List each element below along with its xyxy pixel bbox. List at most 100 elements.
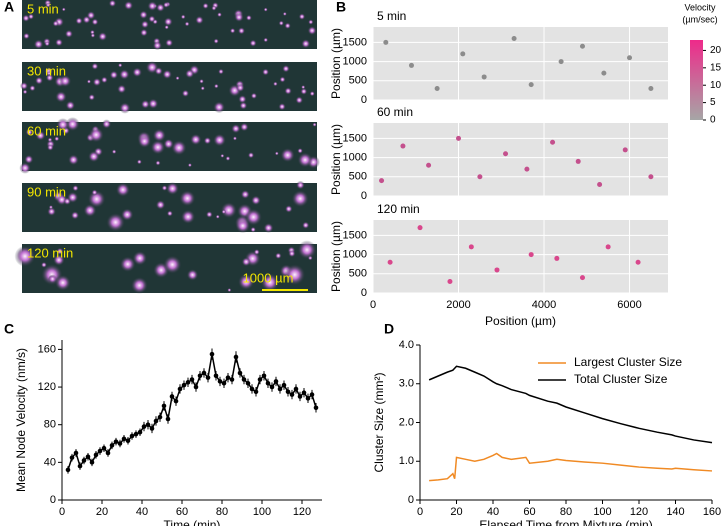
point: [289, 392, 295, 397]
cluster-blob: [203, 136, 212, 145]
point: [269, 384, 275, 390]
point: [528, 82, 534, 88]
y-axis-label: Position (µm): [329, 221, 343, 292]
cluster-blob: [296, 180, 305, 190]
y-tick-label: 1000: [343, 55, 367, 67]
point: [601, 70, 607, 76]
point: [81, 458, 87, 463]
y-tick-label: 160: [38, 343, 56, 355]
point: [524, 166, 530, 172]
cluster-blob: [282, 64, 290, 73]
point: [93, 452, 99, 458]
cluster-blob: [91, 189, 98, 196]
cluster-blob: [55, 90, 67, 103]
cluster-blob: [180, 209, 196, 224]
cluster-blob: [64, 29, 74, 38]
cluster-blob: [232, 136, 238, 141]
panel-label: D: [384, 321, 394, 337]
chart-title: 60 min: [377, 105, 413, 119]
point: [379, 178, 385, 184]
cluster-blob: [211, 5, 217, 11]
cluster-blob: [163, 138, 174, 150]
cluster-blob: [213, 101, 226, 114]
frame-label: 5 min: [27, 1, 59, 16]
cluster-blob: [251, 195, 261, 206]
point: [550, 139, 556, 145]
y-tick-label: 1000: [343, 151, 367, 163]
cluster-blob: [152, 40, 163, 51]
cluster-blob: [86, 10, 96, 20]
cluster-blob: [308, 19, 314, 25]
cluster-blob: [45, 2, 51, 8]
point: [579, 275, 585, 281]
point: [257, 377, 263, 382]
cluster-blob: [240, 189, 250, 199]
cluster-blob: [33, 39, 44, 50]
point: [169, 394, 175, 399]
point: [85, 454, 91, 460]
frame-label: 30 min: [27, 63, 66, 78]
y-axis-label: Position (µm): [329, 28, 343, 99]
point: [157, 414, 163, 420]
cluster-blob: [86, 79, 92, 84]
plot-background: [373, 123, 668, 196]
point: [249, 386, 255, 392]
cluster-blob: [284, 22, 291, 30]
point: [161, 403, 167, 409]
cluster-blob: [140, 20, 150, 29]
point: [575, 158, 581, 164]
point: [494, 267, 500, 273]
cluster-blob: [199, 78, 204, 84]
point: [133, 431, 139, 437]
x-tick-label: 100: [593, 506, 611, 518]
cluster-blob: [61, 7, 66, 12]
point: [503, 151, 509, 157]
data-line: [428, 365, 713, 444]
y-tick-label: 500: [349, 75, 367, 87]
y-tick-label: 0: [50, 494, 56, 506]
point: [229, 377, 235, 382]
x-axis-label: Elapsed Time from Mixture (min): [479, 518, 652, 526]
cluster-blob: [309, 90, 315, 97]
point: [400, 143, 406, 149]
cluster-blob: [227, 288, 232, 293]
cluster-blob: [288, 249, 296, 258]
point: [648, 174, 654, 180]
point: [117, 441, 123, 446]
point: [648, 85, 654, 91]
cluster-blob: [205, 211, 213, 218]
y-axis-label: Mean Node Velocity (nm/s): [14, 348, 28, 492]
point: [173, 398, 179, 404]
cluster-blob: [202, 2, 209, 10]
point: [481, 74, 487, 80]
point: [193, 384, 199, 390]
y-tick-label: 3.0: [399, 378, 414, 390]
cluster-blob: [67, 191, 79, 204]
cluster-blob: [19, 81, 29, 90]
cluster-blob: [155, 160, 161, 166]
y-tick-label: 40: [44, 456, 56, 468]
data-line: [67, 353, 317, 471]
y-tick-label: 1500: [343, 229, 367, 241]
scale-bar-label: 1000 µm: [243, 270, 294, 285]
cluster-blob: [117, 62, 123, 68]
cluster-blob: [147, 1, 158, 11]
cluster-blob: [278, 20, 284, 26]
cluster-blob: [166, 210, 173, 217]
cluster-blob: [92, 77, 102, 87]
cluster-blob: [280, 147, 295, 163]
point: [511, 36, 517, 42]
point: [165, 416, 171, 422]
cluster-blob: [218, 68, 224, 75]
point: [121, 436, 127, 442]
point: [281, 382, 287, 388]
point: [528, 252, 534, 258]
cluster-blob: [250, 92, 258, 100]
cluster-blob: [91, 62, 99, 70]
cluster-blob: [137, 134, 152, 149]
point: [622, 147, 628, 153]
y-axis-label: Cluster Size (mm²): [372, 372, 386, 472]
x-tick-label: 0: [417, 506, 423, 518]
x-tick-label: 120: [293, 506, 311, 518]
cluster-blob: [312, 122, 317, 127]
